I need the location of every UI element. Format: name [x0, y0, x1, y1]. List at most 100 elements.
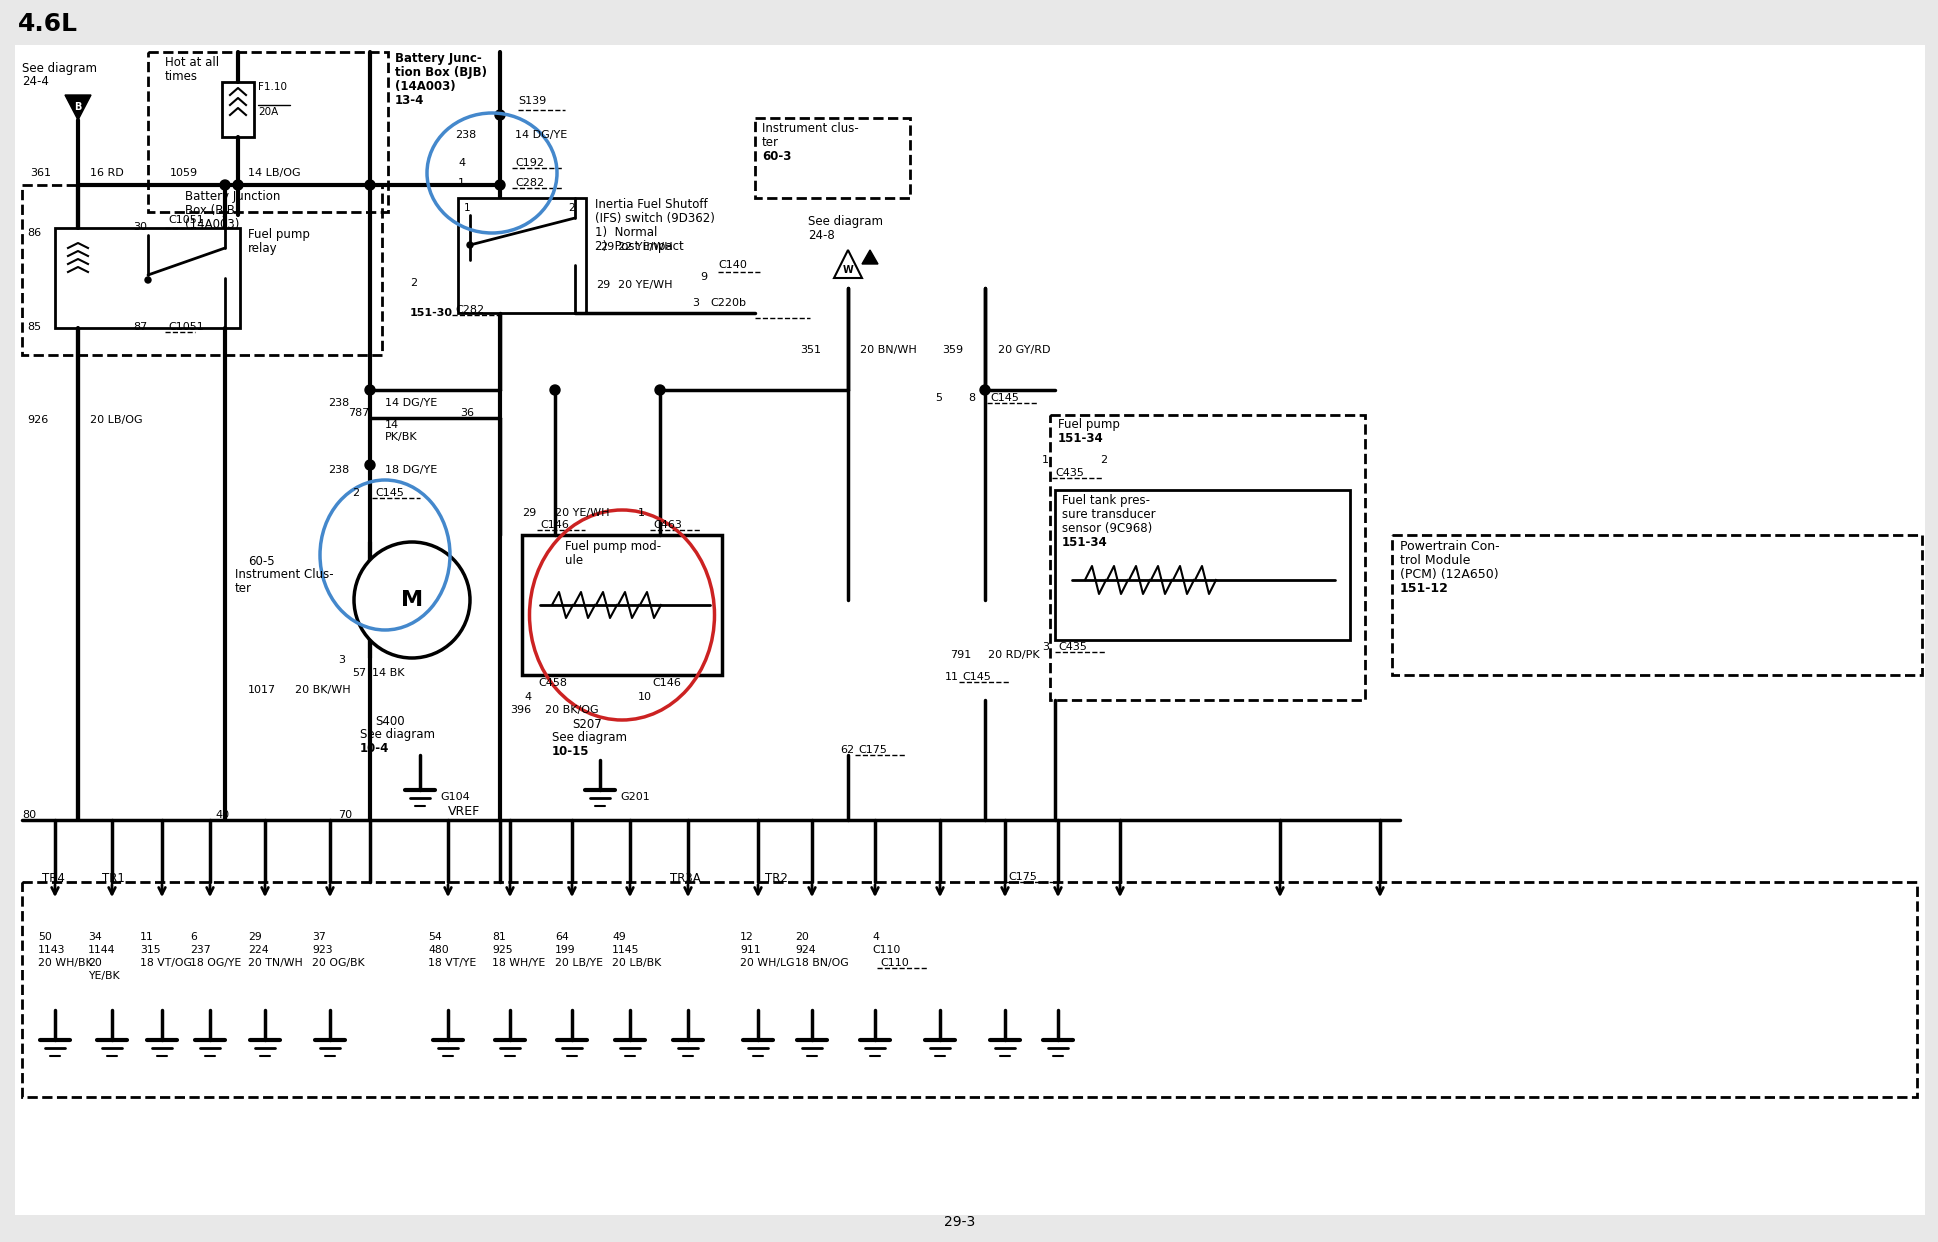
Text: 11: 11 [946, 672, 959, 682]
Text: 238: 238 [455, 130, 477, 140]
Text: Fuel tank pres-: Fuel tank pres- [1062, 494, 1149, 507]
Text: 924: 924 [795, 945, 816, 955]
Bar [1391, 535, 1922, 674]
Circle shape [981, 385, 990, 395]
Text: 8: 8 [967, 392, 975, 402]
Text: VREF: VREF [448, 805, 481, 818]
Text: C435: C435 [1058, 642, 1087, 652]
Text: 20 GY/RD: 20 GY/RD [998, 345, 1050, 355]
Text: Box (BJB): Box (BJB) [184, 204, 240, 217]
Text: 18 VT/YE: 18 VT/YE [428, 958, 477, 968]
Bar [457, 197, 585, 313]
Text: 14 DG/YE: 14 DG/YE [516, 130, 568, 140]
Text: 29: 29 [248, 932, 262, 941]
Text: C1051: C1051 [169, 215, 203, 225]
Text: G201: G201 [620, 792, 649, 802]
Text: 14 BK: 14 BK [372, 668, 405, 678]
Text: Instrument Clus-: Instrument Clus- [234, 568, 333, 581]
Text: 62: 62 [839, 745, 855, 755]
Text: 4: 4 [523, 692, 531, 702]
Text: TR2: TR2 [766, 872, 789, 886]
Text: 86: 86 [27, 229, 41, 238]
Polygon shape [833, 250, 862, 278]
Text: sure transducer: sure transducer [1062, 508, 1155, 520]
Text: 9: 9 [700, 272, 707, 282]
Text: 2: 2 [568, 202, 576, 212]
Text: C175: C175 [1008, 872, 1037, 882]
Text: ter: ter [762, 137, 779, 149]
Text: (PCM) (12A650): (PCM) (12A650) [1399, 568, 1498, 581]
Text: 199: 199 [554, 945, 576, 955]
Bar [147, 52, 388, 212]
Text: Battery Junction: Battery Junction [184, 190, 281, 202]
Text: C146: C146 [541, 520, 570, 530]
Text: B: B [74, 102, 81, 112]
Text: TR4: TR4 [43, 872, 64, 886]
Text: 2)  Post impact: 2) Post impact [595, 240, 684, 253]
Text: 238: 238 [328, 397, 349, 409]
Text: 24-4: 24-4 [21, 75, 48, 88]
Text: 351: 351 [800, 345, 822, 355]
Text: C110: C110 [880, 958, 909, 968]
Text: sensor (9C968): sensor (9C968) [1062, 522, 1153, 535]
Text: tion Box (BJB): tion Box (BJB) [395, 66, 486, 79]
Text: C145: C145 [961, 672, 990, 682]
Text: 18 WH/YE: 18 WH/YE [492, 958, 545, 968]
Text: G104: G104 [440, 792, 469, 802]
Text: 57: 57 [353, 668, 366, 678]
Text: 20 LB/OG: 20 LB/OG [89, 415, 143, 425]
Text: 29-3: 29-3 [944, 1215, 975, 1230]
Text: 18 OG/YE: 18 OG/YE [190, 958, 240, 968]
Text: C146: C146 [651, 678, 680, 688]
Text: (14A003): (14A003) [184, 219, 240, 231]
Text: 10-4: 10-4 [360, 741, 390, 755]
Text: 4: 4 [457, 158, 465, 168]
Text: 29: 29 [601, 242, 614, 252]
Text: C435: C435 [1054, 468, 1083, 478]
Text: 315: 315 [140, 945, 161, 955]
Text: 60-3: 60-3 [762, 150, 791, 163]
Text: 85: 85 [27, 322, 41, 332]
Text: 49: 49 [612, 932, 626, 941]
Text: 4.6L: 4.6L [17, 12, 78, 36]
Text: ule: ule [566, 554, 583, 568]
Text: 480: 480 [428, 945, 450, 955]
Text: W: W [843, 265, 853, 274]
Text: See diagram: See diagram [552, 732, 628, 744]
Text: 3: 3 [1043, 642, 1048, 652]
Text: 54: 54 [428, 932, 442, 941]
Text: Fuel pump: Fuel pump [248, 229, 310, 241]
Polygon shape [66, 94, 91, 120]
Text: Fuel pump mod-: Fuel pump mod- [566, 540, 661, 553]
Text: 14 DG/YE: 14 DG/YE [386, 397, 438, 409]
Circle shape [355, 542, 471, 658]
Text: C282: C282 [516, 178, 545, 188]
Bar [54, 229, 240, 328]
Text: 10-15: 10-15 [552, 745, 589, 758]
Text: 2: 2 [411, 278, 417, 288]
Text: 238: 238 [328, 465, 349, 474]
Text: 36: 36 [459, 409, 475, 419]
Text: 1017: 1017 [248, 686, 275, 696]
Text: 20 TN/WH: 20 TN/WH [248, 958, 302, 968]
Text: 18 VT/OG: 18 VT/OG [140, 958, 192, 968]
Circle shape [221, 180, 231, 190]
Text: 50: 50 [39, 932, 52, 941]
Text: 16 RD: 16 RD [89, 168, 124, 178]
Text: C192: C192 [516, 158, 545, 168]
Text: 22 YE/WH: 22 YE/WH [618, 242, 672, 252]
Text: 1: 1 [1043, 455, 1048, 465]
Bar [1050, 415, 1364, 700]
Text: C282: C282 [455, 306, 484, 315]
Text: See diagram: See diagram [21, 62, 97, 75]
Text: 1059: 1059 [171, 168, 198, 178]
Text: 20 YE/WH: 20 YE/WH [618, 279, 672, 289]
Bar [21, 185, 382, 355]
Text: 1145: 1145 [612, 945, 640, 955]
Text: C110: C110 [872, 945, 901, 955]
Text: 18 BN/OG: 18 BN/OG [795, 958, 849, 968]
Text: 20 OG/BK: 20 OG/BK [312, 958, 364, 968]
Text: See diagram: See diagram [360, 728, 434, 741]
Text: trol Module: trol Module [1399, 554, 1471, 568]
Text: C220b: C220b [709, 298, 746, 308]
